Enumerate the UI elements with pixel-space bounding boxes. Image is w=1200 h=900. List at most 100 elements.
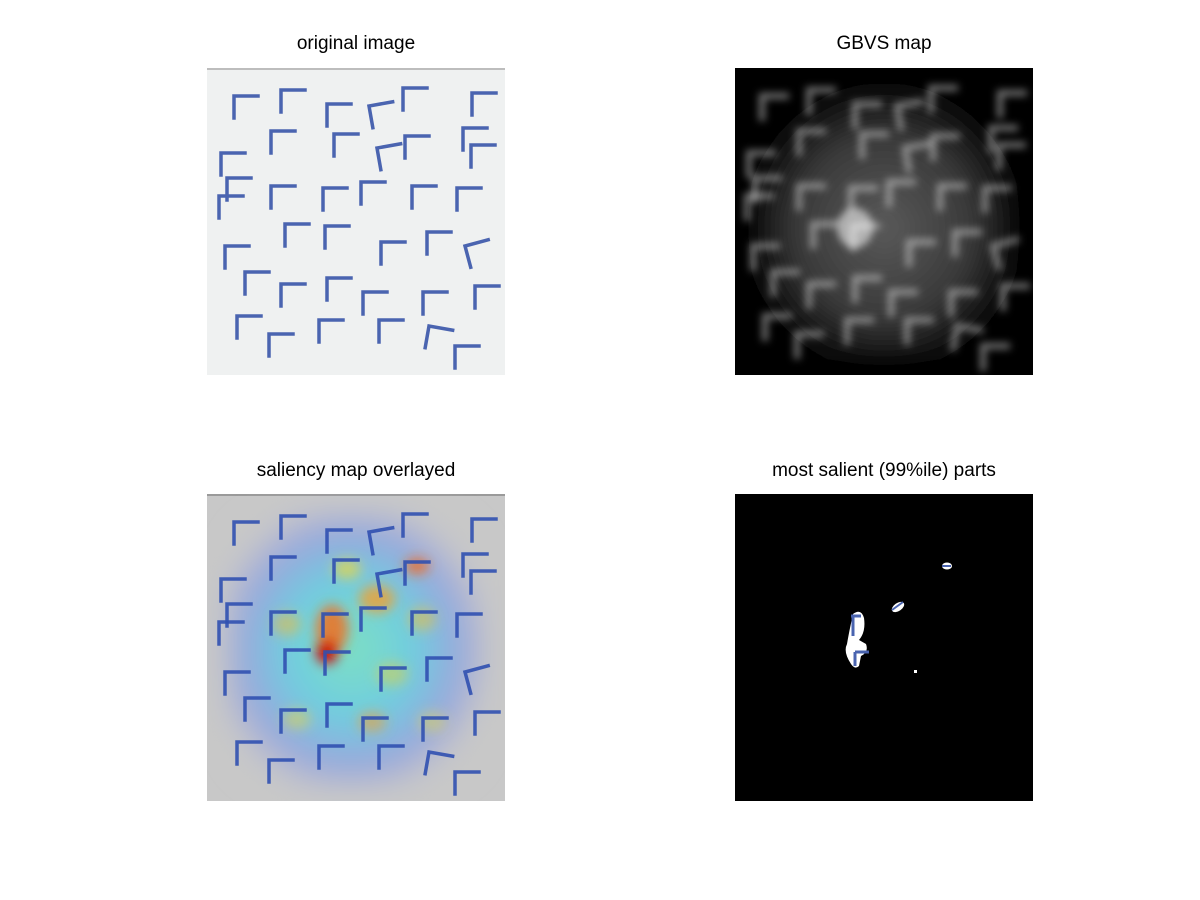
corner-glyph xyxy=(746,150,776,178)
corner-glyph xyxy=(317,744,345,770)
corner-glyph xyxy=(359,180,387,206)
gbvs-map-panel xyxy=(735,68,1033,375)
corner-glyph xyxy=(267,332,295,358)
corner-glyph xyxy=(269,555,297,581)
corner-glyph xyxy=(886,179,916,207)
saliency-overlay-image xyxy=(207,494,505,801)
corner-glyph xyxy=(744,193,774,221)
corner-glyph xyxy=(806,281,836,309)
corner-glyph xyxy=(235,314,263,340)
corner-glyph xyxy=(219,151,247,177)
corner-glyph xyxy=(473,710,501,736)
corner-glyph xyxy=(462,663,491,696)
corner-glyph xyxy=(225,176,253,202)
panel-title-gbvs: GBVS map xyxy=(836,33,932,54)
corner-glyph xyxy=(844,317,874,345)
corner-glyph xyxy=(759,93,789,121)
corner-glyph xyxy=(852,275,882,303)
corner-glyph xyxy=(279,88,307,114)
corner-glyph xyxy=(455,186,483,212)
corner-glyph xyxy=(930,133,960,161)
corner-glyph xyxy=(243,270,271,296)
corner-glyph xyxy=(423,323,455,350)
corner-glyph xyxy=(461,126,489,152)
corner-glyph xyxy=(410,610,438,636)
corner-glyph xyxy=(243,696,271,722)
corner-glyph xyxy=(425,230,453,256)
corner-glyph xyxy=(332,132,360,158)
corner-glyph xyxy=(321,612,349,638)
original-image xyxy=(207,68,505,375)
corner-glyph xyxy=(325,528,353,554)
corner-glyph xyxy=(794,331,824,359)
corner-glyph xyxy=(401,86,429,112)
corner-glyph xyxy=(217,620,245,646)
corner-glyph xyxy=(374,141,403,172)
corner-glyph xyxy=(423,749,455,776)
corner-glyph xyxy=(225,602,253,628)
corner-glyph xyxy=(455,612,483,638)
corner-glyph xyxy=(377,318,405,344)
corner-glyph xyxy=(893,98,925,132)
corner-glyph xyxy=(232,520,260,546)
corner-glyph xyxy=(279,708,307,734)
corner-glyph xyxy=(317,318,345,344)
corner-glyph xyxy=(469,143,497,169)
corner-glyph xyxy=(401,512,429,538)
corner-glyph xyxy=(235,740,263,766)
corner-glyph xyxy=(453,770,481,796)
corner-glyph xyxy=(217,194,245,220)
corner-glyph xyxy=(461,552,489,578)
corner-glyph xyxy=(810,221,840,249)
corner-glyph xyxy=(848,185,878,213)
corner-glyph xyxy=(361,716,389,742)
corner-glyph xyxy=(949,322,985,352)
corner-glyph xyxy=(996,142,1026,170)
original-image-panel xyxy=(207,68,505,375)
corner-glyph xyxy=(366,99,395,130)
corner-glyph xyxy=(283,222,311,248)
corner-glyph xyxy=(752,175,782,203)
corner-glyph xyxy=(269,184,297,210)
corner-glyph xyxy=(425,656,453,682)
corner-glyph xyxy=(762,313,792,341)
corner-glyph xyxy=(323,650,351,676)
corner-glyph xyxy=(989,236,1020,271)
corner-glyph xyxy=(750,243,780,271)
corner-glyph xyxy=(421,290,449,316)
corner-glyph xyxy=(473,284,501,310)
overlay-panel xyxy=(207,494,505,801)
corner-glyph xyxy=(859,131,889,159)
corner-glyph xyxy=(366,525,395,556)
corner-glyph xyxy=(470,517,498,543)
gbvs-map-image xyxy=(735,68,1033,375)
corner-glyph xyxy=(223,670,251,696)
corner-glyph xyxy=(796,183,826,211)
corner-glyph xyxy=(852,101,882,129)
corner-glyph xyxy=(980,343,1010,371)
corner-glyph xyxy=(906,239,936,267)
corner-glyph xyxy=(332,558,360,584)
corner-glyph xyxy=(421,716,449,742)
corner-glyph xyxy=(770,269,800,297)
corner-glyph xyxy=(377,744,405,770)
corner-glyph xyxy=(462,237,491,270)
corner-glyph xyxy=(928,85,958,113)
corner-glyph xyxy=(321,186,349,212)
salient-parts-panel xyxy=(735,494,1033,801)
salient-parts-image xyxy=(735,494,1033,801)
panel-title-overlay: saliency map overlayed xyxy=(256,460,456,481)
corner-glyph xyxy=(325,102,353,128)
corner-glyph xyxy=(410,184,438,210)
corner-glyph xyxy=(901,140,933,174)
corner-glyph xyxy=(796,128,826,156)
corner-glyph xyxy=(325,702,353,728)
corner-glyph xyxy=(361,290,389,316)
corner-glyph xyxy=(379,666,407,692)
corner-glyph xyxy=(453,344,481,370)
corner-glyph xyxy=(982,185,1012,213)
corner-glyph xyxy=(997,90,1027,118)
corner-glyph xyxy=(269,129,297,155)
corner-glyph xyxy=(374,567,403,598)
corner-glyph xyxy=(888,289,918,317)
